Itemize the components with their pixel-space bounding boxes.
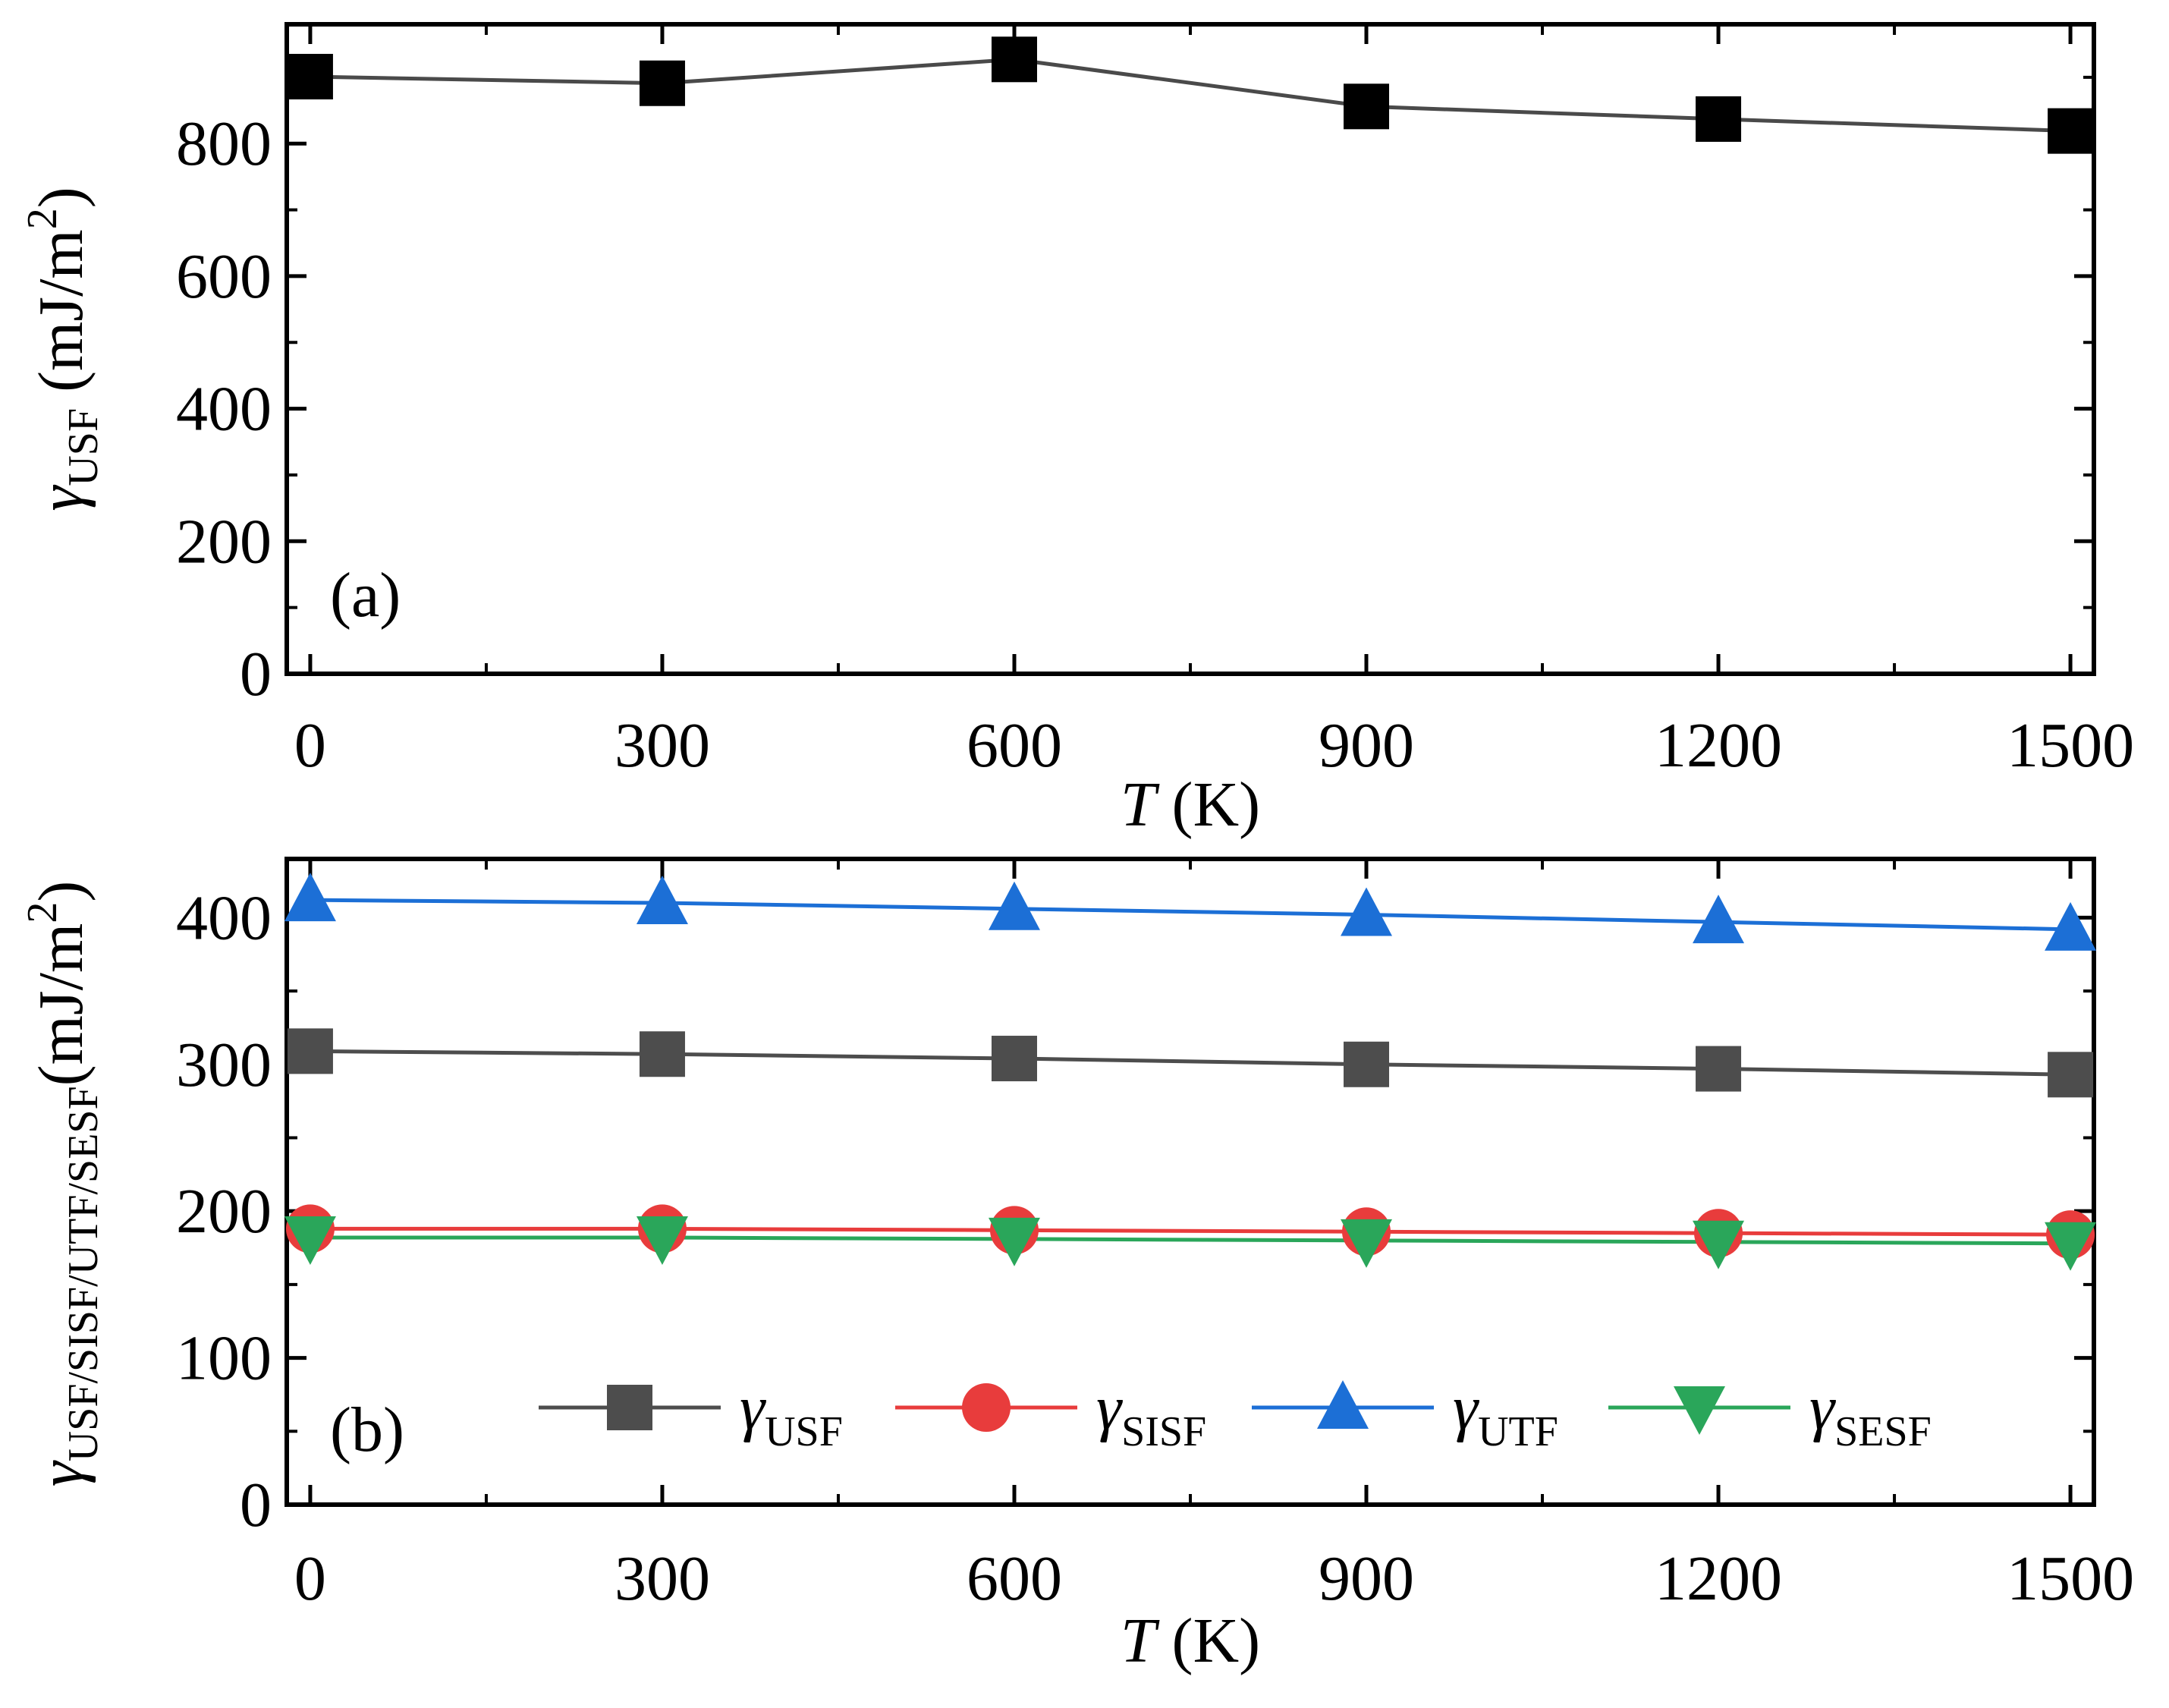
data-point-usf (1344, 1041, 1390, 1087)
data-point-usf (991, 36, 1037, 83)
data-point-usf (287, 1028, 333, 1074)
y-axis-label-sup: 2 (19, 902, 66, 923)
data-point-utf (1341, 887, 1393, 936)
legend-label-gamma: γ (1096, 1373, 1123, 1443)
data-point-sesf (636, 1216, 688, 1265)
series-line-utf (310, 898, 2071, 932)
data-point-utf (2045, 901, 2097, 951)
y-axis-label-unit: (mJ/m (26, 229, 96, 408)
data-point-usf (1344, 83, 1390, 130)
y-axis-label-unit: (mJ/m (26, 923, 96, 1087)
panel-label: (a) (330, 560, 401, 631)
data-point-usf (1696, 1046, 1742, 1092)
data-point-usf (639, 1031, 685, 1077)
legend-marker-usf (607, 1385, 652, 1430)
data-point-utf (1693, 895, 1745, 944)
data-point-usf (1696, 96, 1742, 142)
y-axis-label-close: ) (26, 881, 96, 902)
legend-label-gamma: γ (1453, 1373, 1479, 1443)
y-axis-label-sup: 2 (19, 208, 66, 229)
data-point-utf (988, 881, 1040, 930)
legend: γUSF γSISF γUTF γSESF (539, 1373, 1932, 1455)
series-line-sisf (310, 1226, 2071, 1237)
x-tick-label: 300 (615, 710, 710, 781)
data-point-sesf (284, 1216, 336, 1265)
x-tick-label: 0 (294, 710, 326, 781)
legend-label-sub: SISF (1121, 1408, 1206, 1455)
series-line-sesf (310, 1235, 2071, 1246)
y-axis-label: γUSF (mJ/m2) (19, 187, 107, 511)
data-point-sesf (2045, 1222, 2097, 1271)
legend-label: γSISF (1096, 1373, 1206, 1455)
legend-item-sisf: γSISF (895, 1373, 1206, 1455)
y-tick-label: 800 (176, 109, 272, 179)
legend-label: γSESF (1809, 1373, 1932, 1455)
data-point-sesf (1341, 1219, 1393, 1268)
data-point-usf (2048, 1052, 2094, 1098)
legend-label-sub: USF (765, 1408, 843, 1455)
y-tick-label: 100 (176, 1323, 272, 1394)
panel-label: (b) (330, 1395, 404, 1465)
data-point-utf (284, 873, 336, 922)
legend-label-gamma: γ (1809, 1373, 1836, 1443)
x-tick-label: 900 (1319, 710, 1414, 781)
y-axis-label-gamma: γ (26, 485, 96, 511)
data-point-usf (287, 54, 333, 100)
data-point-sesf (1693, 1220, 1745, 1269)
data-point-usf (639, 60, 685, 106)
legend-label-sub: SESF (1834, 1408, 1932, 1455)
y-tick-label: 0 (240, 1470, 272, 1540)
x-tick-label: 600 (967, 1543, 1062, 1614)
x-axis-label-var: T (1121, 1606, 1160, 1676)
x-axis-label: T (K) (1121, 769, 1260, 840)
legend-label: γUSF (740, 1373, 843, 1455)
data-point-usf (991, 1036, 1037, 1082)
x-tick-label: 0 (294, 1543, 326, 1614)
legend-item-usf: γUSF (539, 1373, 843, 1455)
y-tick-label: 400 (176, 374, 272, 445)
y-axis-label-sub: USF (60, 408, 107, 486)
panel-b: 0 300 600 900 1200 1500 0 100 200 300 400 (b) T (K) γ… (19, 857, 2134, 1676)
legend-marker-utf (1317, 1380, 1369, 1429)
y-axis-label: γUSF/SISF/UTF/SESF(mJ/m2) (19, 881, 107, 1487)
x-tick-label: 1500 (2007, 1543, 2134, 1614)
y-tick-label: 200 (176, 1176, 272, 1247)
y-tick-label: 600 (176, 241, 272, 312)
x-axis-label-var: T (1121, 769, 1160, 840)
legend-label: γUTF (1453, 1373, 1558, 1455)
x-tick-label: 900 (1319, 1543, 1414, 1614)
data-point-sesf (988, 1217, 1040, 1266)
data-point-utf (636, 876, 688, 925)
x-tick-label: 300 (615, 1543, 710, 1614)
series-line-usf (310, 1049, 2071, 1077)
legend-marker-sesf (1674, 1386, 1725, 1435)
y-axis-label-gamma: γ (26, 1460, 96, 1486)
panel-a: 0 300 600 900 1200 1500 0 200 400 600 800 (a) T (K) γ… (19, 22, 2134, 840)
x-axis-label: T (K) (1121, 1606, 1260, 1676)
y-tick-label: 300 (176, 1030, 272, 1100)
x-axis-label-unit: (K) (1156, 769, 1261, 840)
x-axis-label-unit: (K) (1156, 1606, 1261, 1676)
y-tick-label: 400 (176, 882, 272, 953)
legend-label-gamma: γ (740, 1373, 766, 1443)
y-axis-label-sub: USF/SISF/UTF/SESF (60, 1086, 107, 1461)
series-line-usf (310, 57, 2071, 134)
legend-marker-sisf (962, 1383, 1011, 1432)
legend-item-utf: γUTF (1252, 1373, 1558, 1455)
legend-label-sub: UTF (1478, 1408, 1558, 1455)
y-axis-label-close: ) (26, 187, 96, 208)
x-tick-label: 600 (967, 710, 1062, 781)
x-tick-label: 1500 (2007, 710, 2134, 781)
x-tick-label: 1200 (1655, 710, 1782, 781)
legend-item-sesf: γSESF (1608, 1373, 1932, 1455)
x-tick-label: 1200 (1655, 1543, 1782, 1614)
y-tick-label: 200 (176, 506, 272, 577)
data-point-usf (2048, 108, 2094, 154)
y-tick-label: 0 (240, 639, 272, 709)
